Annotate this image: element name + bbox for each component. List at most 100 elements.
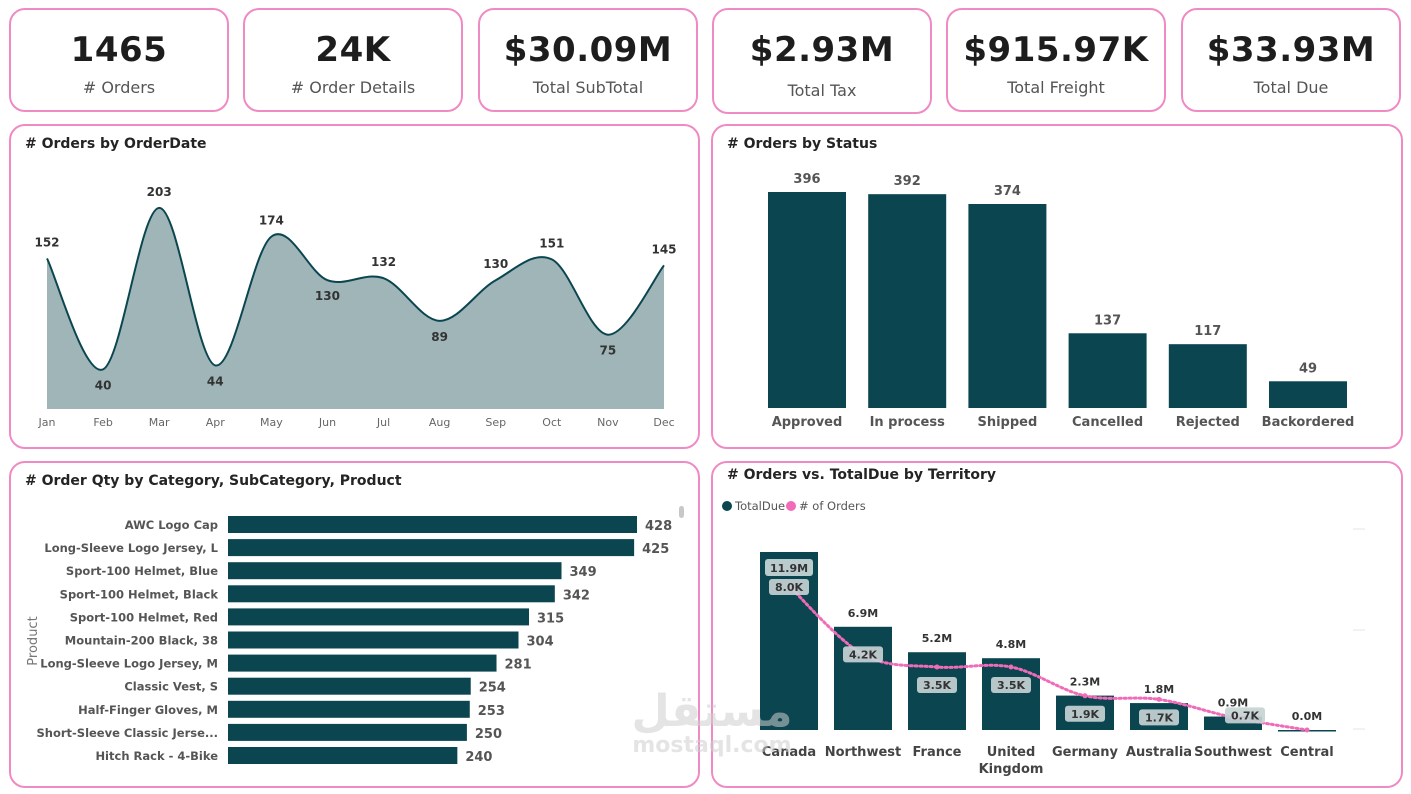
y-axis-title: Product bbox=[26, 616, 41, 665]
x-tick-label: Cancelled bbox=[1072, 415, 1143, 430]
data-label: 250 bbox=[475, 727, 502, 742]
y-tick-label: Hitch Rack - 4-Bike bbox=[95, 749, 218, 763]
bar-data-label: 1.8M bbox=[1144, 683, 1174, 696]
product-bar bbox=[228, 747, 458, 764]
line-data-label: 1.7K bbox=[1145, 711, 1173, 724]
kpi-card-total-subtotal[interactable]: $30.09M Total SubTotal bbox=[478, 8, 698, 112]
orders-vs-totaldue-panel[interactable]: # Orders vs. TotalDue by Territory Total… bbox=[711, 461, 1403, 788]
kpi-card-order-details[interactable]: 24K # Order Details bbox=[243, 8, 463, 112]
kpi-card-total-tax[interactable]: $2.93M Total Tax bbox=[712, 8, 932, 114]
data-label: 75 bbox=[600, 344, 617, 358]
kpi-value: $33.93M bbox=[1206, 30, 1376, 70]
scrollbar[interactable] bbox=[679, 506, 684, 518]
status-bar bbox=[868, 194, 947, 408]
orders-point bbox=[934, 664, 940, 670]
status-bar bbox=[1269, 381, 1347, 408]
status-bar bbox=[768, 192, 846, 408]
bar-data-label: 2.3M bbox=[1070, 676, 1100, 689]
data-label: 151 bbox=[539, 236, 564, 250]
kpi-card-orders[interactable]: 1465 # Orders bbox=[9, 8, 229, 112]
status-bar bbox=[1068, 333, 1147, 408]
watermark-latin: mostaql.com bbox=[632, 733, 792, 758]
territory-bar bbox=[834, 626, 892, 730]
x-tick-label: Northwest bbox=[825, 745, 901, 760]
y-tick-label: Mountain-200 Black, 38 bbox=[65, 634, 218, 648]
watermark-arabic: مستقل bbox=[631, 686, 793, 737]
x-tick-label: Apr bbox=[206, 416, 226, 429]
orders-by-status-panel[interactable]: # Orders by Status 396 Approved 392 In proc… bbox=[711, 124, 1403, 449]
kpi-label: Total Freight bbox=[1007, 78, 1105, 97]
data-label: 281 bbox=[505, 658, 532, 673]
data-label: 174 bbox=[259, 214, 284, 228]
bar-data-label: 0.9M bbox=[1218, 697, 1248, 710]
product-bar bbox=[228, 631, 519, 649]
product-bar bbox=[228, 700, 470, 718]
order-qty-by-product-chart[interactable]: Product AWC Logo Cap 428 Long-Sleeve Logo J… bbox=[11, 463, 702, 790]
x-tick-label: Kingdom bbox=[979, 762, 1044, 777]
x-tick-label: Central bbox=[1280, 745, 1333, 760]
order-qty-by-product-panel[interactable]: # Order Qty by Category, SubCategory, Pr… bbox=[9, 461, 700, 788]
product-bar bbox=[228, 677, 471, 695]
data-label: 130 bbox=[483, 257, 508, 271]
y-tick-label: Long-Sleeve Logo Jersey, M bbox=[40, 657, 218, 671]
x-tick-label: Dec bbox=[653, 416, 674, 429]
line-data-label: 8.0K bbox=[775, 581, 803, 594]
product-bar bbox=[228, 562, 562, 580]
data-label: 392 bbox=[894, 174, 921, 189]
kpi-card-total-due[interactable]: $33.93M Total Due bbox=[1181, 8, 1401, 112]
line-label-box bbox=[917, 677, 957, 693]
line-label-box bbox=[843, 646, 883, 663]
product-bar bbox=[228, 585, 555, 603]
data-label: 130 bbox=[315, 289, 340, 303]
legend-marker-totaldue bbox=[722, 501, 732, 511]
data-label: 315 bbox=[537, 611, 564, 626]
line-data-label: 4.2K bbox=[849, 648, 877, 661]
kpi-label: Total Tax bbox=[787, 81, 857, 100]
data-label: 145 bbox=[651, 242, 676, 256]
orders-point bbox=[1082, 693, 1088, 699]
kpi-value: $915.97K bbox=[963, 30, 1149, 70]
orders-by-orderdate-chart[interactable]: 152 Jan 40 Feb 203 Mar 44 Apr 174 May 130 Jun 132 Jul… bbox=[11, 126, 702, 451]
y-tick-label: AWC Logo Cap bbox=[125, 518, 218, 532]
data-label: 49 bbox=[1299, 361, 1317, 376]
data-label: 425 bbox=[642, 542, 669, 557]
x-tick-label: Sep bbox=[485, 416, 506, 429]
x-tick-label: Mar bbox=[149, 416, 170, 429]
data-label: 253 bbox=[478, 704, 505, 719]
x-tick-label: Jan bbox=[38, 416, 56, 429]
y-tick-label: Half-Finger Gloves, M bbox=[78, 703, 218, 717]
line-data-label: 0.7K bbox=[1231, 709, 1259, 722]
x-tick-label: United bbox=[987, 745, 1036, 760]
data-label: 342 bbox=[563, 588, 590, 603]
kpi-value: $2.93M bbox=[749, 30, 895, 70]
orders-by-status-chart[interactable]: 396 Approved 392 In process 374 Shipped 137 Can… bbox=[713, 126, 1405, 451]
territory-bar bbox=[982, 658, 1040, 730]
line-data-label: 1.9K bbox=[1071, 708, 1099, 721]
data-label: 428 bbox=[645, 519, 672, 534]
kpi-label: # Orders bbox=[82, 78, 156, 97]
legend-label: # of Orders bbox=[799, 499, 866, 513]
x-tick-label: Aug bbox=[429, 416, 450, 429]
product-bar bbox=[228, 654, 497, 672]
kpi-card-total-freight[interactable]: $915.97K Total Freight bbox=[946, 8, 1166, 112]
orders-by-orderdate-panel[interactable]: # Orders by OrderDate 152 Jan 40 Feb 203 Mar 4… bbox=[9, 124, 700, 449]
x-tick-label: Canada bbox=[762, 745, 816, 760]
data-label: 132 bbox=[371, 255, 396, 269]
product-bar bbox=[228, 539, 635, 557]
chart-title: # Order Qty by Category, SubCategory, Pr… bbox=[25, 473, 402, 489]
bar-data-label: 0.0M bbox=[1292, 710, 1322, 723]
kpi-label: Total SubTotal bbox=[532, 78, 644, 97]
y-tick-label: Sport-100 Helmet, Red bbox=[70, 610, 218, 624]
area-line bbox=[46, 206, 665, 371]
x-tick-label: Southwest bbox=[1194, 745, 1272, 760]
bar-data-label: 6.9M bbox=[848, 607, 878, 620]
legend-label: TotalDue bbox=[734, 499, 785, 513]
kpi-label: Total Due bbox=[1253, 78, 1329, 97]
kpi-value: 1465 bbox=[70, 30, 168, 70]
data-label: 137 bbox=[1094, 313, 1121, 328]
y-tick-label: Short-Sleeve Classic Jerse... bbox=[36, 726, 218, 740]
bar-data-label: 5.2M bbox=[922, 632, 952, 645]
area-fill bbox=[47, 207, 664, 409]
line-data-label: 3.5K bbox=[997, 679, 1025, 692]
orders-vs-totaldue-chart[interactable]: TotalDue # of Orders 11.9M 6.9M 5.2M 4.8M 2.3M… bbox=[713, 463, 1405, 790]
